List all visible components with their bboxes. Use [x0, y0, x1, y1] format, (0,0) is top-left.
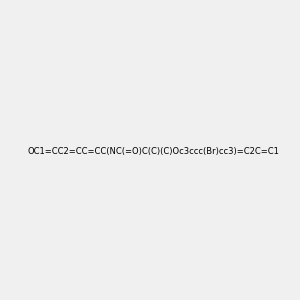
Text: OC1=CC2=CC=CC(NC(=O)C(C)(C)Oc3ccc(Br)cc3)=C2C=C1: OC1=CC2=CC=CC(NC(=O)C(C)(C)Oc3ccc(Br)cc3… — [28, 147, 280, 156]
